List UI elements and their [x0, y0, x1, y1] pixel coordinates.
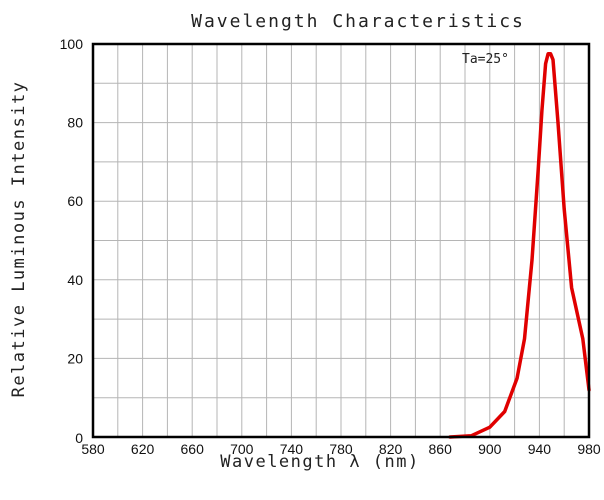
series-line — [450, 54, 589, 437]
x-tick-label: 980 — [577, 441, 601, 457]
y-tick-label: 20 — [67, 350, 83, 366]
x-tick-label: 580 — [81, 441, 105, 457]
y-tick-label: 60 — [67, 193, 83, 209]
x-axis-label: Wavelength λ (nm) — [220, 452, 420, 472]
x-tick-label: 660 — [181, 441, 205, 457]
y-tick-label: 100 — [60, 36, 84, 52]
grid — [93, 44, 589, 437]
y-tick-label: 80 — [67, 115, 83, 131]
x-tick-label: 860 — [429, 441, 453, 457]
y-tick-label: 40 — [67, 272, 83, 288]
chart-title: Wavelength Characteristics — [191, 11, 525, 32]
x-tick-label: 620 — [131, 441, 155, 457]
x-tick-label: 940 — [528, 441, 552, 457]
y-axis-label: Relative Luminous Intensity — [9, 81, 29, 398]
series-layer — [450, 54, 589, 437]
temperature-annotation: Ta=25° — [462, 52, 509, 67]
x-tick-label: 900 — [478, 441, 502, 457]
